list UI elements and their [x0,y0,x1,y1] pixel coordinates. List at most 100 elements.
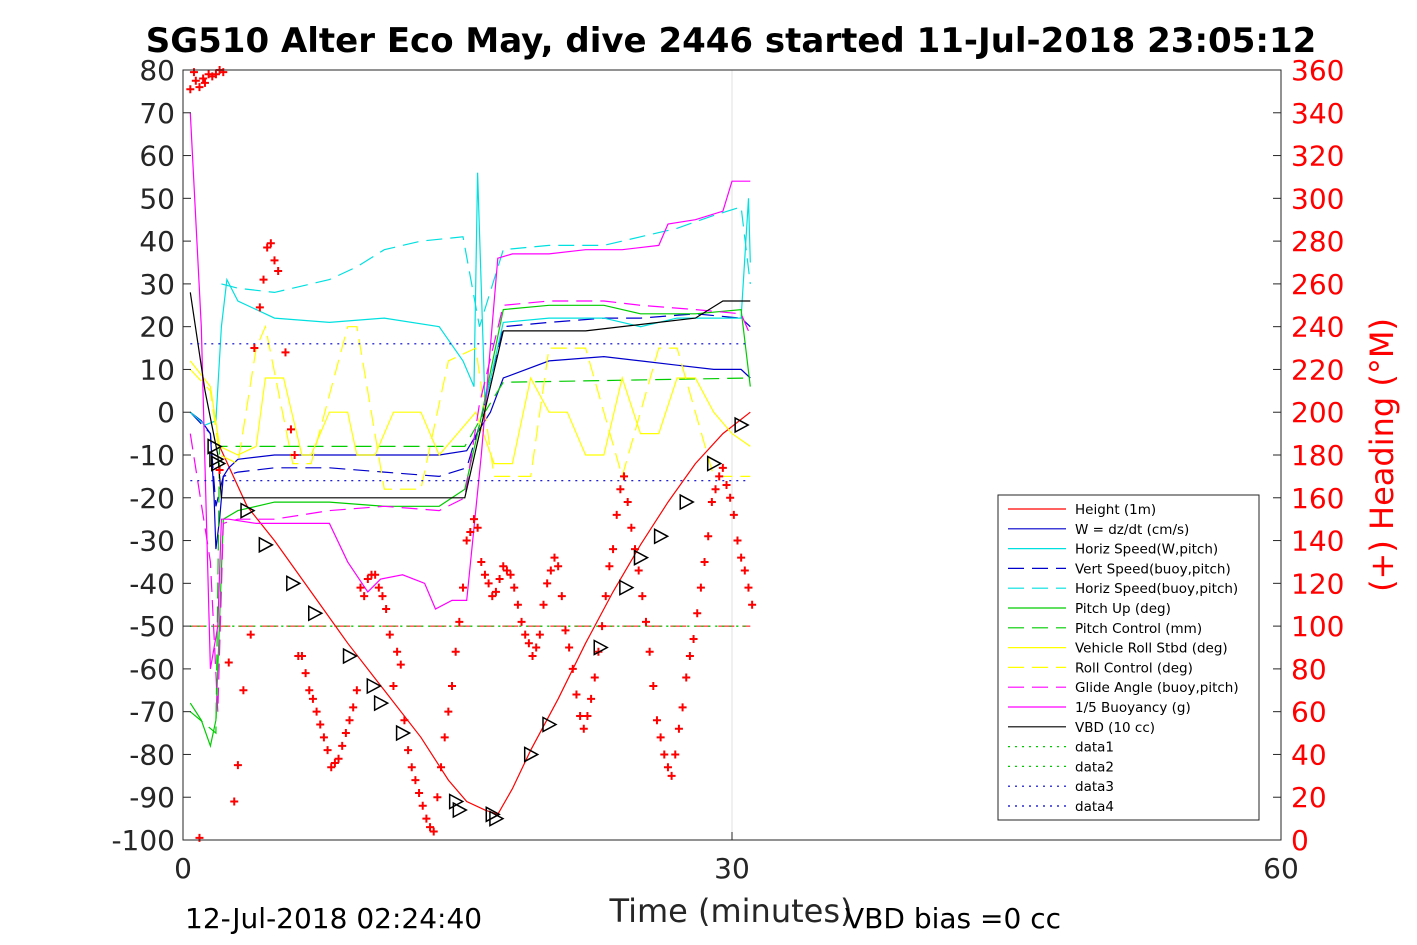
x-tick-label: 60 [1263,852,1299,885]
x-tick-label: 30 [714,852,750,885]
right-tick-label: 120 [1291,567,1344,600]
heading-point [404,746,413,755]
heading-point [308,694,317,703]
series-glide-angle-buoy-pitch [189,300,751,712]
heading-point [374,583,383,592]
heading-point [297,652,306,661]
heading-point [396,660,405,669]
left-tick-label: -50 [129,610,175,643]
heading-point [546,566,555,575]
heading-point [259,275,268,284]
series-w-dz-dt-cm-s [189,355,751,550]
left-tick-label: -40 [129,567,175,600]
right-tick-label: 40 [1291,738,1327,771]
legend-entry-label: Roll Control (deg) [1075,660,1193,676]
heading-point [499,562,508,571]
height-marker-layer [207,416,750,827]
heading-point [426,823,435,832]
height-marker-point [734,416,750,434]
heading-point [191,76,200,85]
height-marker-point [258,536,274,554]
heading-point [360,592,369,601]
heading-point [521,630,530,639]
heading-point [316,720,325,729]
heading-point [462,536,471,545]
heading-point [638,592,647,601]
heading-point [281,348,290,357]
heading-point [312,707,321,716]
heading-point [660,750,669,759]
series-horiz-speed-w-pitch [189,172,751,426]
left-tick-label: -100 [111,824,175,857]
heading-point [733,536,742,545]
heading-point [689,634,698,643]
heading-point [219,68,228,77]
heading-point [407,763,416,772]
heading-point [200,78,209,87]
left-tick-label: 80 [139,54,175,87]
heading-point [623,498,632,507]
heading-point [557,592,566,601]
heading-point [239,686,248,695]
legend-entry-label: Glide Angle (buoy,pitch) [1075,680,1239,696]
heading-point [389,682,398,690]
left-tick-label: -80 [129,738,175,771]
left-tick-label: -90 [129,781,175,814]
heading-point [539,600,548,609]
right-tick-label: 100 [1291,610,1344,643]
heading-point [707,498,716,507]
height-marker-point [653,528,670,545]
heading-point [674,724,683,733]
legend-entry-label: Pitch Control (mm) [1075,621,1202,637]
height-marker-point [207,438,223,455]
left-tick-label: -30 [129,525,175,558]
heading-point [444,707,453,716]
heading-point [266,239,275,248]
heading-point [616,485,625,494]
legend-entry-label: Horiz Speed(buoy,pitch) [1075,581,1238,597]
heading-point [517,617,526,626]
heading-point [290,451,299,459]
heading-point [199,74,208,83]
heading-point [189,68,198,77]
heading-point [466,528,475,536]
heading-point [649,682,658,690]
heading-point [458,583,467,592]
heading-point [667,771,676,780]
heading-point [693,609,702,618]
x-axis: 0 30 60 [174,832,1299,885]
heading-point [502,566,511,575]
heading-point [524,639,533,648]
heading-point [422,814,431,823]
right-tick-label: 340 [1291,97,1344,130]
right-tick-label: 160 [1291,482,1344,515]
right-tick-label: 300 [1291,182,1344,215]
left-axis: 80 70 60 50 40 30 20 10 0 -10 -20 -30 -40 -50 -60 -70 -8… [111,54,191,857]
series-roll-control-deg [189,324,751,490]
heading-point [491,587,500,596]
x-tick-label: 0 [174,852,192,885]
heading-point [579,724,588,733]
heading-point [740,566,749,575]
right-axis: 3603403203002802602402202001801601401201… [1273,54,1344,857]
left-tick-label: 60 [139,140,175,173]
left-tick-label: -70 [129,696,175,729]
height-marker-point [489,810,505,827]
legend-entry-label: VBD (10 cc) [1075,720,1155,736]
series-vert-speed-buoy-pitch [189,313,751,507]
heading-point [230,797,239,806]
heading-point [215,465,224,474]
heading-point [627,523,636,532]
heading-point [641,617,650,626]
series-pitch-control-mm [189,377,751,735]
heading-point [341,729,350,738]
left-tick-label: 10 [139,353,175,386]
legend-entry-label: data4 [1075,799,1114,815]
height-marker-point [485,806,501,823]
heading-point [590,673,599,682]
heading-point [455,617,464,626]
series-pitch-up-deg [189,304,751,749]
heading-point [480,570,489,579]
heading-layer [186,66,757,842]
